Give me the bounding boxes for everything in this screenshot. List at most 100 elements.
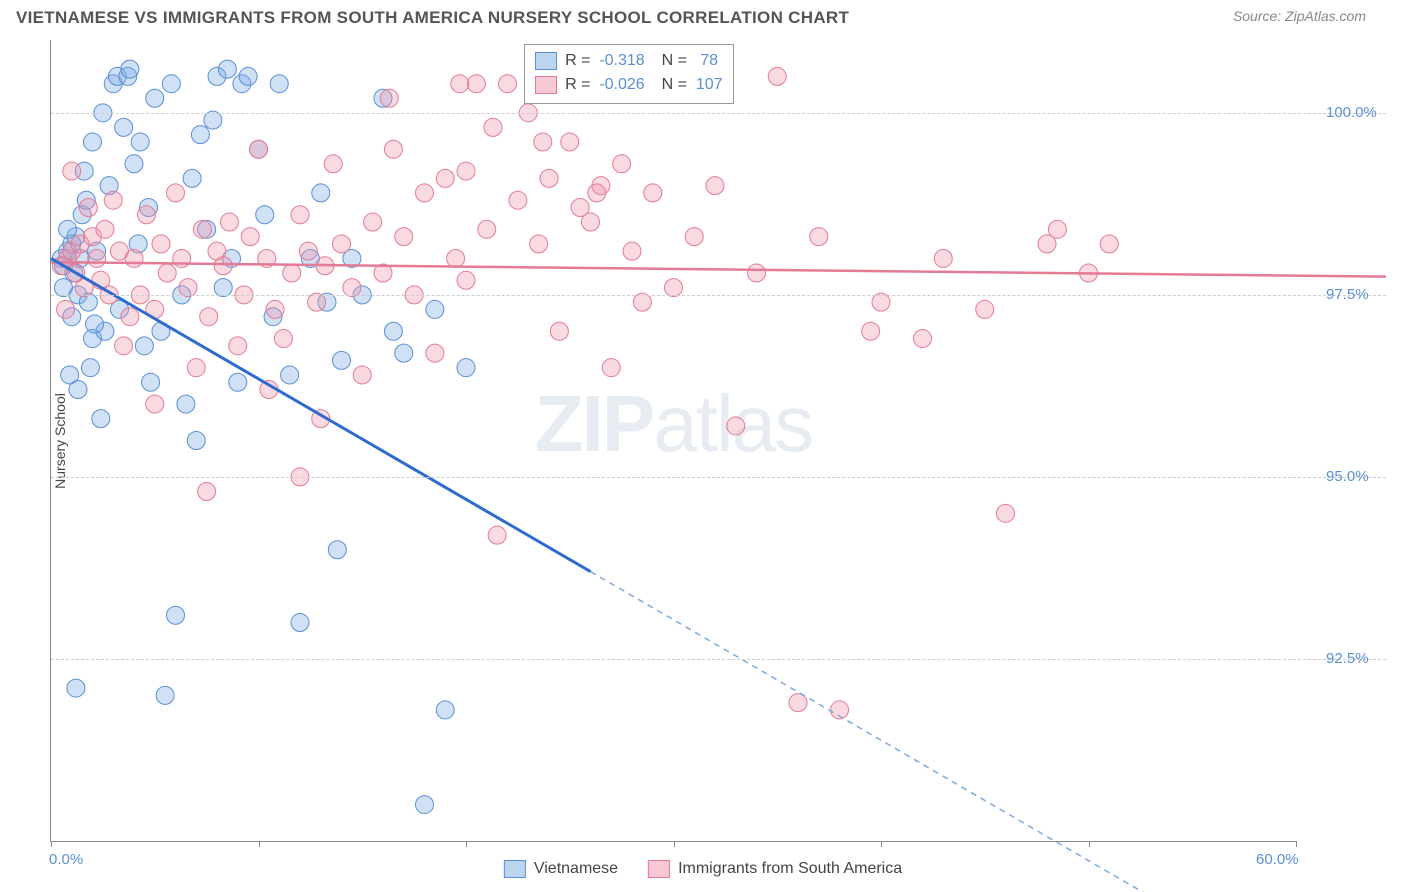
- series-legend: Vietnamese Immigrants from South America: [504, 860, 902, 878]
- data-point: [447, 249, 465, 267]
- data-point: [250, 140, 268, 158]
- data-point: [534, 133, 552, 151]
- data-point: [934, 249, 952, 267]
- data-point: [436, 701, 454, 719]
- gridline: [51, 113, 1386, 114]
- x-tick: [466, 841, 467, 847]
- data-point: [706, 177, 724, 195]
- data-point: [727, 417, 745, 435]
- data-point: [478, 220, 496, 238]
- n-value: 107: [696, 76, 723, 93]
- data-point: [146, 395, 164, 413]
- data-point: [214, 257, 232, 275]
- data-point: [530, 235, 548, 253]
- data-point: [229, 337, 247, 355]
- x-tick: [259, 841, 260, 847]
- data-point: [115, 337, 133, 355]
- data-point: [291, 614, 309, 632]
- data-point: [380, 89, 398, 107]
- data-point: [167, 606, 185, 624]
- data-point: [324, 155, 342, 173]
- data-point: [239, 67, 257, 85]
- x-tick: [1296, 841, 1297, 847]
- data-point: [291, 206, 309, 224]
- legend-item: Vietnamese: [504, 860, 618, 878]
- data-point: [241, 228, 259, 246]
- gridline: [51, 477, 1386, 478]
- data-point: [499, 75, 517, 93]
- data-point: [183, 169, 201, 187]
- data-point: [312, 184, 330, 202]
- n-stat: N = 78: [653, 49, 718, 73]
- source-link[interactable]: ZipAtlas.com: [1285, 8, 1366, 24]
- data-point: [613, 155, 631, 173]
- data-point: [364, 213, 382, 231]
- data-point: [685, 228, 703, 246]
- data-point: [1100, 235, 1118, 253]
- data-point: [862, 322, 880, 340]
- data-point: [59, 220, 77, 238]
- data-point: [976, 300, 994, 318]
- data-point: [333, 351, 351, 369]
- data-point: [177, 395, 195, 413]
- data-point: [416, 796, 434, 814]
- data-point: [167, 184, 185, 202]
- data-point: [125, 249, 143, 267]
- data-point: [395, 228, 413, 246]
- data-point: [218, 60, 236, 78]
- data-point: [200, 308, 218, 326]
- data-point: [162, 75, 180, 93]
- data-point: [125, 155, 143, 173]
- x-tick-label: 0.0%: [49, 851, 83, 868]
- data-point: [561, 133, 579, 151]
- data-point: [115, 118, 133, 136]
- n-label: N =: [662, 76, 687, 93]
- data-point: [384, 140, 402, 158]
- data-point: [137, 206, 155, 224]
- y-tick-label: 100.0%: [1326, 104, 1377, 121]
- source-attribution: Source: ZipAtlas.com: [1233, 8, 1366, 24]
- trend-line-vietnamese-extrapolated: [591, 572, 1387, 892]
- gridline: [51, 659, 1386, 660]
- data-point: [96, 220, 114, 238]
- data-point: [193, 220, 211, 238]
- swatch-south-america: [535, 76, 557, 94]
- data-point: [457, 162, 475, 180]
- data-point: [426, 344, 444, 362]
- x-tick-label: 60.0%: [1256, 851, 1299, 868]
- data-point: [457, 271, 475, 289]
- r-stat: R = -0.318: [565, 49, 645, 73]
- data-point: [484, 118, 502, 136]
- data-point: [395, 344, 413, 362]
- data-point: [256, 206, 274, 224]
- data-point: [384, 322, 402, 340]
- data-point: [426, 300, 444, 318]
- r-stat: R = -0.026: [565, 73, 645, 97]
- data-point: [748, 264, 766, 282]
- data-point: [353, 366, 371, 384]
- data-point: [540, 169, 558, 187]
- source-prefix: Source:: [1233, 8, 1285, 24]
- data-point: [86, 315, 104, 333]
- data-point: [1048, 220, 1066, 238]
- data-point: [588, 184, 606, 202]
- data-point: [135, 337, 153, 355]
- data-point: [121, 60, 139, 78]
- data-point: [602, 359, 620, 377]
- data-point: [997, 504, 1015, 522]
- data-point: [550, 322, 568, 340]
- data-point: [156, 686, 174, 704]
- data-point: [63, 162, 81, 180]
- data-point: [451, 75, 469, 93]
- data-point: [88, 249, 106, 267]
- y-tick-label: 95.0%: [1326, 468, 1369, 485]
- data-point: [416, 184, 434, 202]
- chart-title: VIETNAMESE VS IMMIGRANTS FROM SOUTH AMER…: [16, 8, 849, 28]
- r-value: -0.318: [599, 52, 644, 69]
- legend-label: Immigrants from South America: [678, 860, 902, 878]
- data-point: [333, 235, 351, 253]
- data-point: [84, 133, 102, 151]
- swatch-vietnamese: [535, 52, 557, 70]
- data-point: [328, 541, 346, 559]
- chart-area: Nursery School ZIPatlas R = -0.318 N = 7…: [16, 40, 1386, 842]
